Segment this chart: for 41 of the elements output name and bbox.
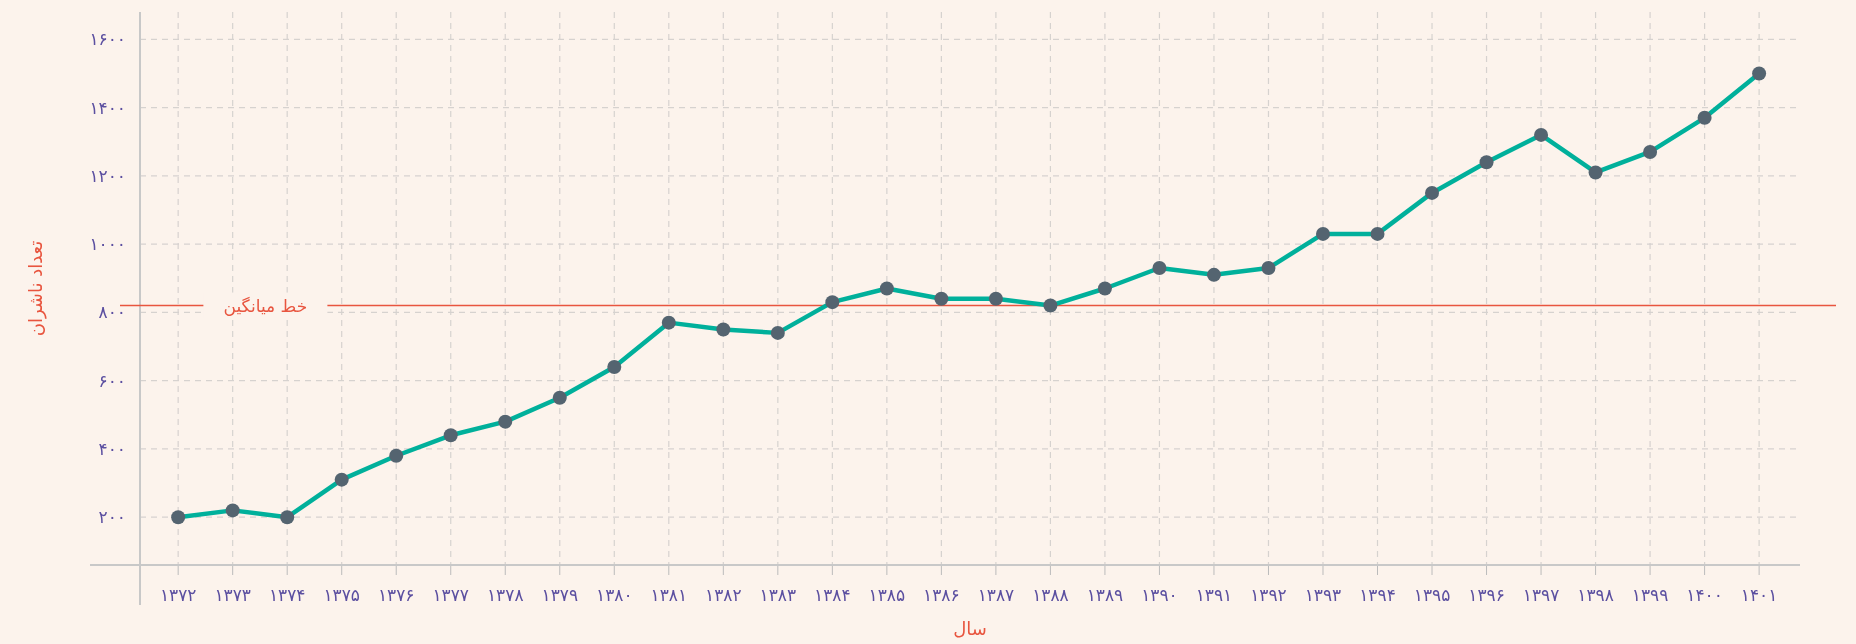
x-tick-label: ۱۳۸۲ [705,585,742,605]
x-tick-label: ۱۳۹۴ [1359,585,1396,605]
x-tick-label: ۱۴۰۱ [1740,585,1778,605]
y-tick-label: ۴۰۰ [98,438,126,459]
x-tick-label: ۱۳۸۹ [1086,585,1124,605]
x-tick-label: ۱۳۷۵ [323,585,360,605]
x-tick-label: ۱۳۷۲ [159,585,197,605]
x-tick-label: ۱۳۹۰ [1141,585,1178,605]
y-tick-label: ۱۴۰۰ [89,97,126,118]
y-tick-label: ۲۰۰ [98,507,126,528]
x-tick-label: ۱۳۹۵ [1413,585,1451,605]
x-tick-label: ۱۳۸۶ [923,585,960,605]
x-tick-label: ۱۳۹۲ [1250,585,1287,605]
x-tick-label: ۱۳۸۰ [596,585,633,605]
x-tick-label: ۱۳۸۸ [1032,585,1069,605]
x-tick-label: ۱۳۷۷ [432,585,469,605]
x-tick-label: ۱۴۰۰ [1686,585,1723,605]
y-tick-label: ۸۰۰ [98,302,126,323]
x-tick-label: ۱۳۸۱ [650,585,688,605]
y-tick-label: ۱۰۰۰ [89,234,126,255]
x-tick-label: ۱۳۹۳ [1304,585,1342,605]
ref-line-label: خط میانگین [223,295,308,316]
x-tick-label: ۱۳۸۷ [977,585,1015,605]
y-tick-label: ۶۰۰ [98,370,126,391]
x-tick-label: ۱۳۹۷ [1522,585,1560,605]
x-tick-label: ۱۳۸۳ [759,585,797,605]
x-tick-label: ۱۳۷۶ [377,585,415,605]
x-axis-title: سال [953,618,987,639]
x-tick-label: ۱۳۹۱ [1195,585,1233,605]
x-tick-label: ۱۳۹۸ [1577,585,1614,605]
x-tick-label: ۱۳۷۹ [541,585,579,605]
y-tick-label: ۱۶۰۰ [89,29,126,50]
x-tick-label: ۱۳۹۶ [1468,585,1505,605]
x-tick-label: ۱۳۹۹ [1631,585,1669,605]
x-tick-label: ۱۳۸۵ [868,585,906,605]
x-tick-label: ۱۳۸۴ [814,585,851,605]
y-axis-title: تعداد ناشران [25,240,47,337]
x-tick-label: ۱۳۷۴ [268,585,306,605]
x-tick-label: ۱۳۷۸ [486,585,524,605]
x-tick-label: ۱۳۷۳ [214,585,251,605]
y-tick-label: ۱۲۰۰ [89,165,126,186]
